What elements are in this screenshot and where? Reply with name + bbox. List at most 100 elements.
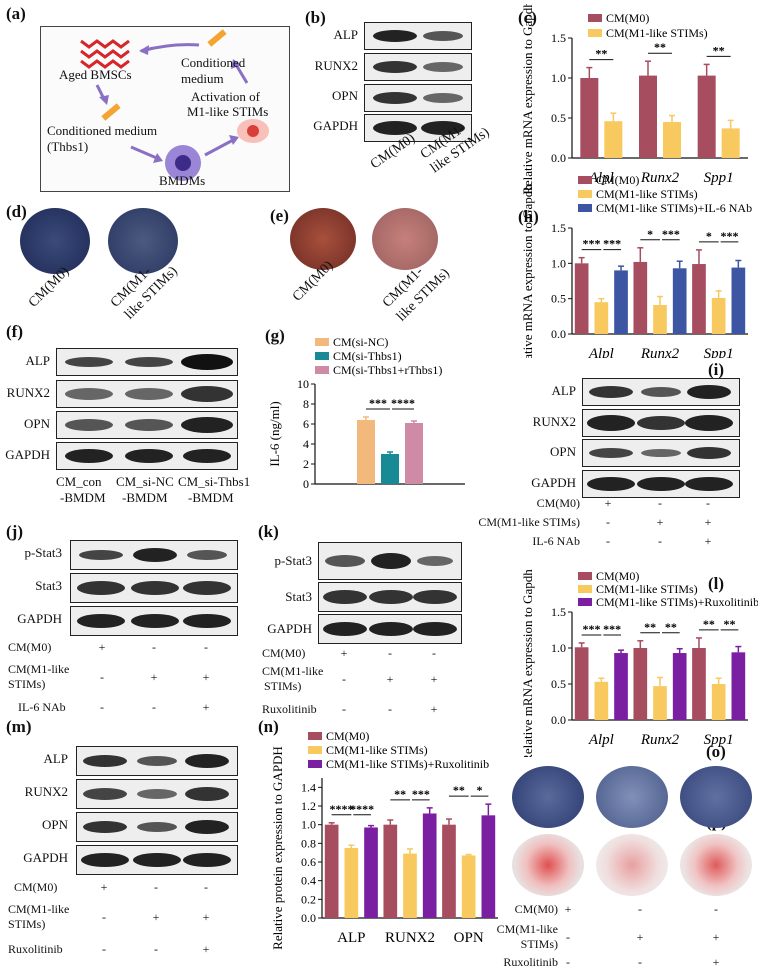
y-axis-label: IL-6 (ng/ml) bbox=[267, 401, 282, 466]
y-tick-label: 0.5 bbox=[551, 292, 566, 306]
bar bbox=[357, 420, 375, 484]
y-tick-label: 4 bbox=[303, 437, 309, 451]
bar bbox=[422, 813, 437, 918]
cond-label: Ruxolitinib bbox=[262, 702, 317, 716]
sign: - bbox=[658, 496, 662, 510]
significance-label: ** bbox=[453, 783, 465, 797]
panel-label-h: (h) bbox=[518, 207, 539, 226]
bar bbox=[580, 78, 599, 158]
legend-label: CM(M1-like STIMs) bbox=[606, 26, 708, 40]
schematic-aged-label: Aged BMSCs bbox=[59, 67, 132, 82]
bar bbox=[731, 267, 746, 334]
cond-label: CM(M0) bbox=[14, 880, 58, 894]
legend-label: CM(M1-like STIMs)+Ruxolitinib bbox=[596, 595, 758, 609]
blot-strip bbox=[76, 746, 238, 776]
sign: - bbox=[342, 672, 346, 686]
x-tick-label: RUNX2 bbox=[385, 930, 435, 946]
sign: + bbox=[704, 534, 712, 548]
blot-strip bbox=[364, 53, 472, 81]
legend-swatch bbox=[578, 572, 592, 580]
blot-k-row-label: GAPDH bbox=[267, 621, 312, 636]
blot-strip bbox=[56, 442, 238, 470]
significance-label: * bbox=[477, 783, 483, 797]
blot-strip bbox=[582, 470, 740, 498]
bar bbox=[653, 305, 667, 334]
sign: - bbox=[102, 910, 106, 924]
y-tick-label: 6 bbox=[303, 417, 309, 431]
blot-f-col-label: -BMDM bbox=[122, 490, 168, 505]
cond-label: IL-6 NAb bbox=[18, 700, 66, 714]
y-tick-label: 0.0 bbox=[301, 911, 316, 925]
sign: + bbox=[430, 702, 438, 716]
sign: - bbox=[638, 902, 642, 916]
sign: + bbox=[202, 910, 210, 924]
sign: + bbox=[656, 515, 664, 529]
alp-stain-dish bbox=[20, 208, 90, 274]
blot-f-row-label: GAPDH bbox=[5, 447, 50, 462]
panel-label-j: (j) bbox=[6, 522, 23, 541]
sign: - bbox=[154, 942, 158, 956]
bar bbox=[711, 297, 726, 334]
y-tick-label: 0.8 bbox=[301, 836, 316, 850]
sign: - bbox=[204, 640, 208, 654]
schematic-m1-label: M1-like STIMs bbox=[187, 104, 269, 119]
chart-l: CM(M0)CM(M1-like STIMs)CM(M1-like STIMs)… bbox=[520, 569, 758, 757]
alp-stain-dish bbox=[108, 208, 178, 274]
sign: - bbox=[658, 534, 662, 548]
y-tick-label: 1.0 bbox=[301, 818, 316, 832]
blot-b-row-label: RUNX2 bbox=[314, 58, 358, 73]
panel-label-f: (f) bbox=[6, 322, 23, 341]
blot-strip bbox=[582, 378, 740, 406]
syringe-icon-left bbox=[101, 103, 121, 121]
bar bbox=[663, 122, 681, 158]
legend-label: CM(M1-like STIMs) bbox=[326, 743, 428, 757]
blot-strip bbox=[56, 380, 238, 408]
schematic-art bbox=[80, 29, 269, 181]
y-tick-label: 0.2 bbox=[301, 892, 316, 906]
panel-label-a: (a) bbox=[6, 4, 26, 23]
x-tick-label: OPN bbox=[454, 930, 484, 946]
blot-strip bbox=[582, 439, 740, 467]
x-tick-label: Alpl bbox=[588, 170, 614, 186]
sign: + bbox=[202, 700, 210, 714]
cond-label: Ruxolitinib bbox=[503, 955, 558, 969]
legend-label: CM(M1-like STIMs) bbox=[596, 582, 698, 596]
bar bbox=[633, 261, 648, 334]
legend-swatch bbox=[578, 204, 592, 212]
blot-f-col-label: CM_si-Thbs1 bbox=[178, 474, 251, 489]
x-tick-label: Runx2 bbox=[640, 170, 680, 186]
blot-strip bbox=[76, 812, 238, 842]
blot-strip bbox=[318, 614, 462, 644]
ars-stain-dish bbox=[290, 208, 356, 270]
blot-strip bbox=[76, 779, 238, 809]
legend-swatch bbox=[308, 760, 322, 768]
blot-k-row-label: Stat3 bbox=[285, 589, 312, 604]
legend-swatch bbox=[588, 29, 602, 37]
significance-label: ** bbox=[724, 617, 736, 631]
y-tick-label: 0.4 bbox=[301, 874, 316, 888]
blot-f-col-label: -BMDM bbox=[188, 490, 234, 505]
legend-label: CM(M0) bbox=[596, 173, 639, 187]
significance-label: *** bbox=[603, 622, 621, 636]
bar bbox=[639, 75, 657, 158]
legend-swatch bbox=[578, 190, 592, 198]
schematic-cm-left-label: Conditioned medium bbox=[47, 123, 158, 138]
legend-label: CM(M0) bbox=[606, 11, 649, 25]
cond-label: CM(M0) bbox=[262, 646, 306, 660]
significance-label: *** bbox=[582, 237, 600, 251]
panel-label-m: (m) bbox=[6, 717, 32, 736]
cond-label: CM(M0) bbox=[8, 640, 52, 654]
panel-label-c: (c) bbox=[518, 8, 537, 27]
bar bbox=[672, 653, 687, 720]
sign: + bbox=[202, 670, 210, 684]
cond-label: STIMs) bbox=[8, 917, 46, 931]
legend-swatch bbox=[578, 585, 592, 593]
bar bbox=[381, 454, 399, 484]
sign: + bbox=[152, 910, 160, 924]
bar bbox=[711, 684, 726, 720]
x-tick-label: Alpl bbox=[588, 732, 614, 748]
sign: + bbox=[100, 880, 108, 894]
sign: + bbox=[150, 670, 158, 684]
y-tick-label: 0.0 bbox=[551, 151, 566, 165]
legend-swatch bbox=[578, 598, 592, 606]
